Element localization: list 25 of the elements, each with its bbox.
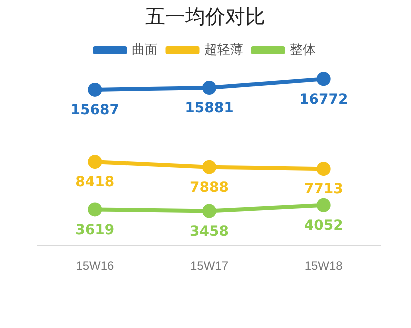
point [316, 72, 331, 86]
data-label: 7888 [190, 180, 229, 196]
x-tick-label: 15W16 [76, 259, 114, 274]
data-label: 15881 [185, 100, 234, 117]
data-label: 3619 [76, 222, 115, 238]
point [88, 202, 102, 217]
point [316, 162, 331, 176]
legend-label: 整体 [290, 42, 316, 58]
data-label: 3458 [190, 224, 229, 240]
x-tick-label: 15W18 [304, 259, 344, 274]
x-tick-label: 15W17 [190, 259, 229, 274]
data-label: 4052 [304, 218, 344, 234]
point [88, 155, 102, 170]
point [202, 160, 216, 174]
point [316, 198, 331, 212]
point [88, 82, 102, 97]
point [202, 204, 216, 218]
data-label: 7713 [304, 182, 344, 198]
legend-label: 超轻薄 [204, 42, 244, 58]
data-label: 15687 [70, 102, 120, 119]
data-label: 8418 [76, 174, 115, 191]
point [202, 81, 216, 96]
legend-label: 曲面 [132, 42, 158, 58]
data-label: 16772 [299, 92, 348, 108]
chart-title: 五一均价对比 [146, 6, 266, 29]
